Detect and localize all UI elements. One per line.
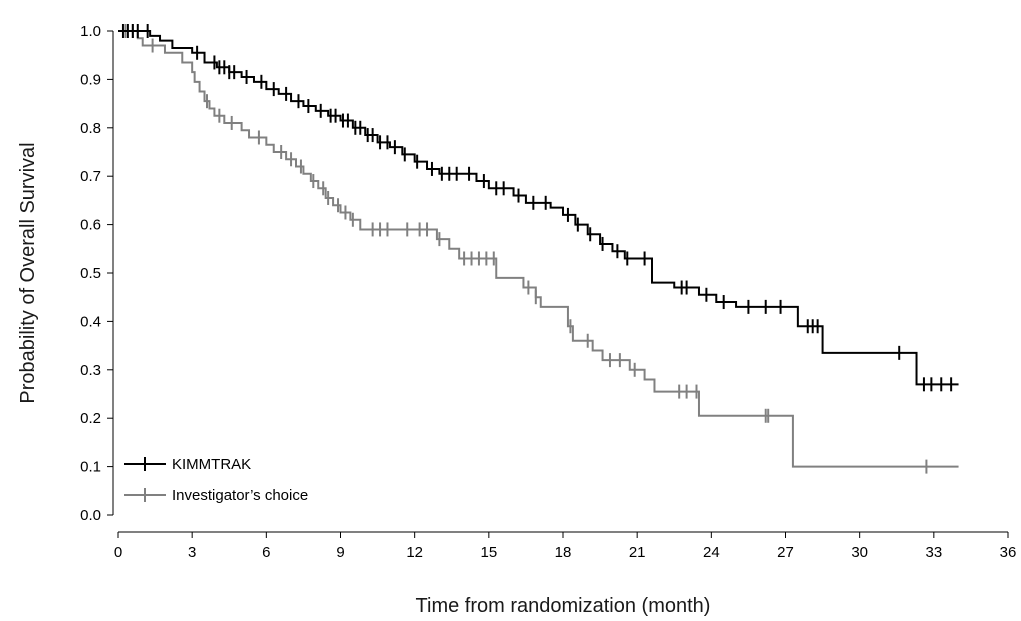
- x-tick-label: 18: [555, 544, 572, 561]
- series-line-investigators-choice: [118, 30, 959, 468]
- y-tick-label: 0.3: [80, 362, 101, 379]
- legend-label-investigators-choice: Investigator’s choice: [172, 487, 308, 504]
- x-tick-label: 30: [851, 544, 868, 561]
- x-tick-label: 9: [336, 544, 344, 561]
- legend-item-investigators-choice: Investigator’s choice: [124, 487, 308, 504]
- y-tick-label: 0.4: [80, 313, 101, 330]
- x-tick-label: 21: [629, 544, 646, 561]
- x-axis-title: Time from randomization (month): [416, 595, 711, 617]
- series-line-kimmtrak: [118, 30, 959, 386]
- legend-item-kimmtrak: KIMMTRAK: [124, 456, 251, 473]
- y-tick-label: 0.1: [80, 459, 101, 476]
- x-tick-label: 0: [114, 544, 122, 561]
- x-tick-label: 3: [188, 544, 196, 561]
- x-tick-label: 33: [925, 544, 942, 561]
- y-tick-label: 0.7: [80, 168, 101, 185]
- y-tick-label: 0.2: [80, 410, 101, 427]
- y-tick-label: 0.9: [80, 71, 101, 88]
- y-axis-title: Probability of Overall Survival: [17, 142, 39, 403]
- legend: KIMMTRAK Investigator’s choice: [124, 456, 308, 504]
- y-ticks: 0.0 0.1 0.2 0.3 0.4 0.5 0.6 0.7 0.8 0.9 1.0: [80, 23, 113, 524]
- x-ticks: 0 3 6 9 12 15 18 21 24 27 30 33 36: [114, 532, 1017, 561]
- x-tick-label: 15: [480, 544, 497, 561]
- x-tick-label: 12: [406, 544, 423, 561]
- x-tick-label: 36: [1000, 544, 1017, 561]
- y-tick-label: 0.0: [80, 507, 101, 524]
- y-tick-label: 0.5: [80, 265, 101, 282]
- series-layer: [118, 24, 959, 474]
- y-tick-label: 0.6: [80, 217, 101, 234]
- y-tick-label: 1.0: [80, 23, 101, 40]
- x-tick-label: 6: [262, 544, 270, 561]
- legend-label-kimmtrak: KIMMTRAK: [172, 456, 251, 473]
- y-tick-label: 0.8: [80, 120, 101, 137]
- x-tick-label: 24: [703, 544, 720, 561]
- x-tick-label: 27: [777, 544, 794, 561]
